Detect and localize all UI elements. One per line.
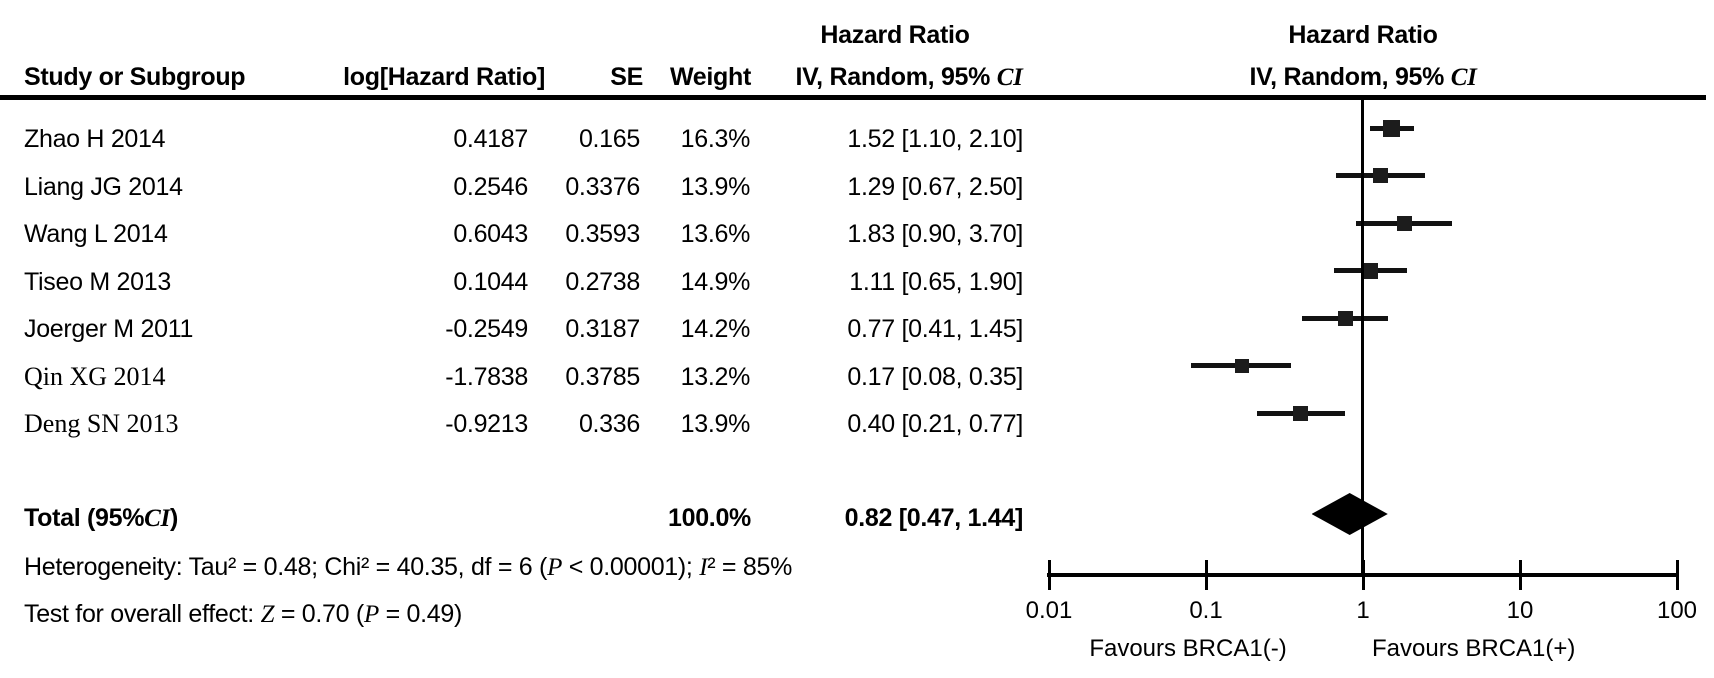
heterogeneity-text: Heterogeneity: Tau² = 0.48; Chi² = 40.35…: [24, 550, 1024, 584]
study-loghr: -0.2549: [445, 315, 528, 343]
study-hr-ci: 0.40 [0.21, 0.77]: [847, 410, 1023, 438]
total-label: Total (95%CI): [24, 501, 424, 535]
overall-effect-segment: = 0.49): [378, 600, 463, 628]
plot-method-prefix: IV, Random, 95%: [1249, 63, 1451, 91]
effect-column-title: Hazard Ratio: [820, 21, 970, 49]
x-axis-tick: [1675, 560, 1679, 590]
x-axis-tick: [1047, 560, 1051, 590]
study-se: 0.3785: [565, 362, 640, 391]
point-estimate-marker: [1337, 310, 1353, 326]
study-se: 0.3593: [565, 220, 640, 248]
study-se: 0.3376: [565, 172, 640, 201]
study-name: Joerger M 2011: [24, 315, 194, 343]
point-estimate-marker: [1293, 405, 1308, 421]
point-estimate-marker: [1362, 262, 1379, 279]
weight-column-header: Weight: [669, 63, 751, 91]
overall-effect-segment: = 0.70 (: [274, 600, 364, 628]
effect-method-prefix: IV, Random, 95%: [795, 63, 997, 91]
point-estimate-marker: [1235, 358, 1250, 373]
study-weight: 13.9%: [680, 172, 751, 201]
x-axis-tick-label: 0.01: [1025, 597, 1073, 624]
point-estimate-marker: [1396, 215, 1412, 231]
effect-method-header: IV, Random, 95% CI: [759, 60, 1059, 94]
study-weight: 14.2%: [680, 315, 751, 343]
study-name: Wang L 2014: [24, 220, 168, 248]
x-axis-tick-label: 1: [1356, 597, 1370, 624]
effect-method-ci: CI: [996, 64, 1023, 91]
point-estimate-marker: [1372, 168, 1388, 183]
x-axis-tick: [1204, 560, 1208, 590]
study-hr-ci: 0.17 [0.08, 0.35]: [847, 362, 1023, 391]
overall-effect-segment: Test for overall effect:: [24, 600, 261, 628]
se-column-header: SE: [610, 63, 643, 91]
study-loghr: -0.9213: [445, 410, 528, 438]
total-label-ci: CI: [144, 505, 170, 532]
study-weight: 14.9%: [680, 267, 751, 296]
study-name: Deng SN 2013: [24, 409, 179, 438]
pooled-diamond: [1311, 493, 1388, 535]
loghr-column-header: log[Hazard Ratio]: [343, 63, 545, 91]
heterogeneity-italic-segment: P: [547, 554, 563, 581]
study-name: Qin XG 2014: [24, 361, 166, 391]
study-hr-ci: 1.29 [0.67, 2.50]: [847, 172, 1023, 201]
total-weight: 100.0%: [668, 504, 751, 532]
x-axis-tick: [1518, 560, 1522, 590]
plot-method-ci: CI: [1450, 64, 1477, 91]
heterogeneity-italic-segment: I: [699, 554, 708, 581]
study-weight: 13.6%: [680, 220, 751, 248]
study-hr-ci: 1.11 [0.65, 1.90]: [849, 267, 1023, 296]
heterogeneity-segment: Heterogeneity: Tau² = 0.48; Chi² = 40.35…: [24, 553, 548, 581]
study-se: 0.2738: [565, 267, 640, 296]
study-name: Tiseo M 2013: [24, 267, 171, 296]
study-loghr: 0.4187: [453, 125, 528, 153]
study-column-header: Study or Subgroup: [24, 63, 246, 91]
study-hr-ci: 1.52 [1.10, 2.10]: [847, 125, 1023, 153]
study-weight: 16.3%: [680, 125, 751, 153]
plot-method-header: IV, Random, 95% CI: [1213, 60, 1513, 94]
plot-column-title: Hazard Ratio: [1288, 21, 1438, 49]
study-name: Liang JG 2014: [24, 172, 183, 201]
total-label-prefix: Total (95%: [24, 504, 145, 532]
overall-effect-text: Test for overall effect: Z = 0.70 (P = 0…: [24, 597, 1024, 631]
study-hr-ci: 0.77 [0.41, 1.45]: [847, 315, 1023, 343]
x-axis-tick-label: 10: [1506, 597, 1534, 624]
study-loghr: 0.2546: [453, 172, 528, 201]
x-axis-tick-label: 0.1: [1189, 597, 1223, 624]
favours-right-label: Favours BRCA1(+): [1372, 635, 1576, 662]
total-hr-ci: 0.82 [0.47, 1.44]: [844, 504, 1024, 532]
overall-effect-italic-segment: Z: [260, 601, 275, 628]
header-rule: [0, 95, 1706, 100]
study-se: 0.165: [578, 125, 640, 153]
study-hr-ci: 1.83 [0.90, 3.70]: [847, 220, 1023, 248]
null-effect-line: [1361, 100, 1364, 577]
x-axis-tick-label: 100: [1656, 597, 1698, 624]
x-axis-tick: [1361, 560, 1365, 590]
study-se: 0.336: [578, 410, 640, 438]
total-label-suffix: ): [169, 504, 179, 532]
study-loghr: -1.7838: [445, 362, 528, 391]
overall-effect-italic-segment: P: [363, 601, 379, 628]
study-weight: 13.9%: [680, 410, 751, 438]
study-name: Zhao H 2014: [24, 125, 166, 153]
point-estimate-marker: [1383, 119, 1400, 137]
study-se: 0.3187: [565, 315, 640, 343]
favours-left-label: Favours BRCA1(-): [1089, 635, 1287, 662]
study-loghr: 0.6043: [453, 220, 528, 248]
heterogeneity-segment: < 0.00001);: [562, 553, 700, 581]
study-loghr: 0.1044: [453, 267, 528, 296]
heterogeneity-segment: ² = 85%: [707, 553, 793, 581]
study-weight: 13.2%: [680, 362, 751, 391]
